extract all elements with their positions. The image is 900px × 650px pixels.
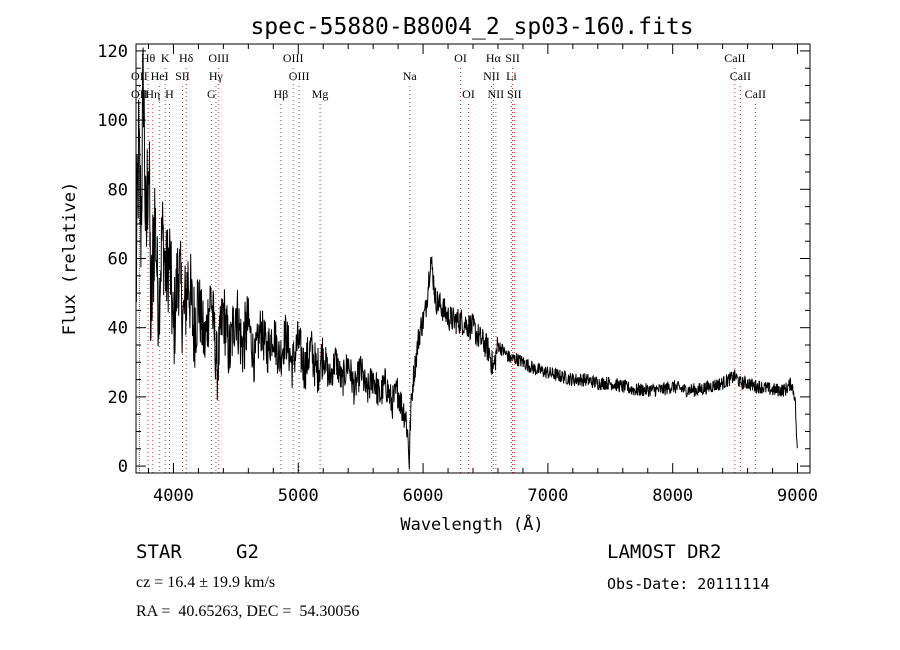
object-class: STAR [136, 541, 182, 563]
x-tick-label: 4000 [153, 486, 194, 506]
line-label-0: Hθ [141, 51, 156, 65]
line-label-25: NII [488, 87, 505, 101]
spectrum-series [135, 47, 798, 470]
line-label-1: K [161, 51, 170, 65]
y-tick-label: 0 [118, 457, 128, 477]
y-tick-label: 20 [108, 388, 128, 408]
y-tick-label: 60 [108, 250, 128, 270]
line-label-9: OII [131, 69, 148, 83]
chart-title: spec-55880-B8004_2_sp03-160.fits [250, 14, 693, 40]
line-label-10: HeI [151, 69, 169, 83]
line-label-17: CaII [730, 69, 751, 83]
line-label-3: OIII [208, 51, 229, 65]
observation-date: Obs-Date: 20111114 [607, 575, 770, 593]
object-subclass: G2 [236, 541, 259, 563]
line-label-14: Na [403, 69, 418, 83]
x-tick-label: 8000 [652, 486, 693, 506]
line-label-6: Hα [486, 51, 502, 65]
x-tick-label: 7000 [527, 486, 568, 506]
line-label-4: OIII [283, 51, 304, 65]
axes: 4000 5000 6000 7000 8000 9000 0 20 40 60 80 100 120 [97, 42, 818, 506]
line-label-5: OI [454, 51, 467, 65]
plot-frame [135, 43, 811, 474]
spectrum-line [135, 47, 798, 470]
line-label-2: Hδ [179, 51, 194, 65]
coordinates: RA = 40.65263, DEC = 54.30056 [136, 603, 360, 620]
line-label-23: Mg [312, 87, 329, 101]
x-axis-label: Wavelength (Å) [400, 513, 543, 535]
redshift-cz: cz = 16.4 ± 19.9 km/s [136, 574, 276, 591]
y-tick-label: 40 [108, 319, 128, 339]
line-label-8: CaII [724, 51, 745, 65]
line-label-7: SII [505, 51, 520, 65]
y-tick-label: 100 [97, 111, 128, 131]
line-label-20: H [165, 87, 174, 101]
line-label-12: Hγ [209, 69, 224, 83]
line-label-26: SII [507, 87, 522, 101]
line-label-22: Hβ [274, 87, 289, 101]
line-label-21: G [207, 87, 216, 101]
line-label-24: OI [462, 87, 475, 101]
line-label-15: NII [483, 69, 500, 83]
line-label-19: Hη [145, 87, 160, 101]
y-tick-label: 120 [97, 42, 128, 62]
line-label-16: Li [506, 69, 517, 83]
y-axis-label: Flux (relative) [60, 182, 80, 336]
line-label-13: OIII [289, 69, 310, 83]
x-tick-label: 6000 [403, 486, 444, 506]
survey-name: LAMOST DR2 [607, 541, 722, 563]
y-tick-label: 80 [108, 180, 128, 200]
x-tick-label: 9000 [777, 486, 818, 506]
line-label-27: CaII [745, 87, 766, 101]
line-label-11: SII [175, 69, 190, 83]
x-tick-label: 5000 [278, 486, 319, 506]
